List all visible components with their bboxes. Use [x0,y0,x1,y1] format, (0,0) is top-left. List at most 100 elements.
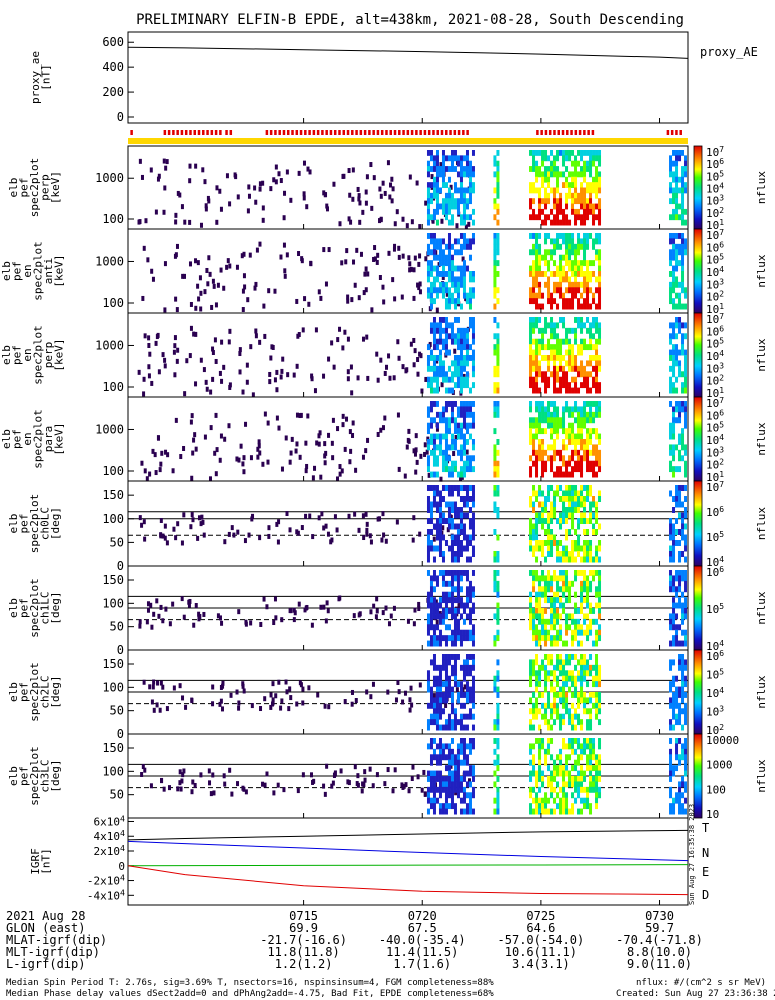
panel-frame [127,480,689,567]
ylabel-line: anti [42,258,55,285]
colorbar-tick-label: 104 [706,182,724,196]
spectrogram-texture [138,485,688,563]
flag-mark [462,130,465,135]
ylabel-line: spec2plot [31,241,44,301]
flag-mark [329,130,333,135]
ylabel-line: [nT] [39,848,52,875]
flag-mark [291,130,294,135]
ytick-label: 0 [117,727,124,741]
footer-value: 0730 [645,909,674,923]
ytick-label: 0 [118,860,125,873]
note-line-2: Median Phase delay values dSect2add=0 an… [6,989,494,999]
flag-mark [172,130,175,135]
colorbar-tick-label: 106 [706,408,724,422]
flag-mark [184,130,188,135]
flag-mark [449,130,452,135]
ylabel-line: elb [7,766,20,786]
ylabel-line: spec2plot [28,662,41,722]
footer-value: 1.2(1.2) [275,957,333,971]
spectrogram-texture [142,654,688,731]
proxy-ae-legend: proxy_AE [700,45,758,59]
ylabel-line: ch0LC [39,507,52,540]
flag-mark [675,130,678,135]
ylabel-line: [keV] [49,171,62,204]
flag-mark [321,130,324,135]
ylabel-line: [deg] [49,507,62,540]
ylabel-line: pef [18,598,31,618]
flag-mark [312,130,316,135]
ylabel-line: spec2plot [28,746,41,806]
note-line-1: Median Spin Period T: 2.76s, sig=3.69% T… [6,978,494,988]
ylabel-line: pef [18,514,31,534]
flag-mark [225,130,228,135]
flag-mark [574,130,578,135]
footer-value: -57.0(-54.0) [498,933,585,947]
flag-mark [355,130,358,135]
ytick-label: 150 [102,657,124,671]
flag-mark [295,130,299,135]
flag-mark [363,130,367,135]
colorbar-tick-label: 103 [706,194,724,208]
flag-mark [423,130,427,135]
flag-mark [197,130,201,135]
ylabel-line: spec2plot [31,409,44,469]
colorbar-tick-label: 107 [706,145,724,159]
flag-mark [180,130,184,135]
flag-mark [445,130,448,135]
colorbar-tick-label: 105 [706,337,724,351]
flag-mark [389,130,392,135]
footer-value: 11.4(11.5) [386,945,458,959]
flag-mark [670,130,674,135]
ylabel-line: [deg] [49,759,62,792]
ytick-label: 1000 [95,422,124,436]
vertical-stamp: Sun Aug 27 16:35:38 2023 [688,804,696,905]
flag-mark [553,130,556,135]
colorbar-tick-label: 1000 [706,759,733,772]
panel-frame [127,817,689,906]
colorbar-tick-label: 107 [706,312,724,326]
flag-mark [308,130,311,135]
panel-frame [127,228,689,314]
colorbar-tick-label: 106 [706,324,724,338]
ylabel-line: elb [7,598,20,618]
flag-mark [427,130,431,135]
ylabel-line: ch1LC [39,591,52,624]
footer-value: 69.9 [289,921,318,935]
colorbar-tick-label: 102 [706,206,724,220]
flag-mark [398,130,401,135]
ylabel-line: pef [18,766,31,786]
ytick-label: 150 [102,741,124,755]
colorbar: 104 105 106 107 nflux [693,480,768,569]
igrf-legend-T: T [702,821,709,835]
colorbar-label: nflux [755,675,768,708]
colorbar-tick-label: 107 [706,396,724,410]
flag-mark [679,130,682,135]
ylabel-line: spec2plot [28,494,41,554]
colorbar-tick-label: 103 [706,705,724,719]
flag-mark [583,130,586,135]
ylabel-line: [keV] [52,338,65,371]
ytick-label: 100 [102,512,124,526]
ytick-label: 150 [102,488,124,502]
ylabel-line: pef [18,178,31,198]
footer-row-label: L-igrf(dip) [6,957,85,971]
flag-mark [265,130,269,135]
ytick-label: 150 [102,573,124,587]
flag-mark [440,130,444,135]
igrf-legend-D: D [702,888,709,902]
panel-ylabel: IGRF[nT] [29,848,53,875]
flag-mark [380,130,384,135]
spectrogram-texture [137,317,688,398]
ytick-label: 100 [102,464,124,478]
flag-mark [351,130,354,135]
flag-mark [587,130,590,135]
ylabel-line: [keV] [52,422,65,455]
